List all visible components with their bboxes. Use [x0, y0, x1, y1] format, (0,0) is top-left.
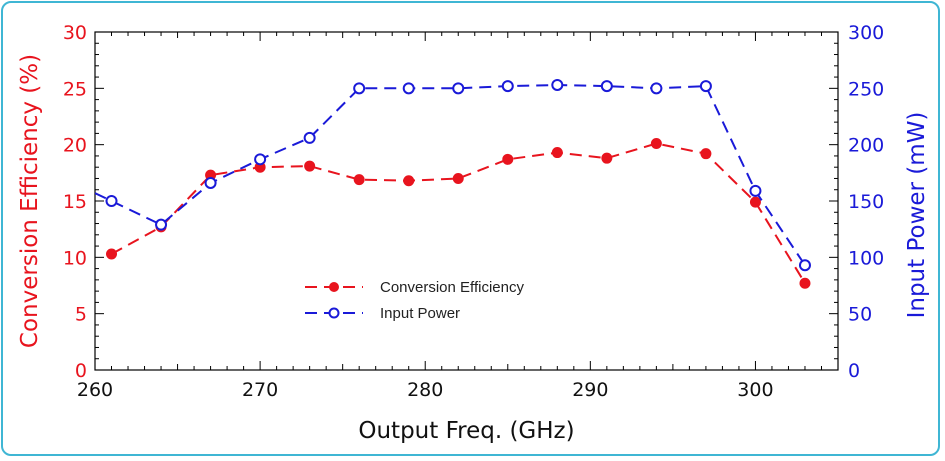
y-left-tick-label: 30: [63, 22, 87, 44]
data-point-input-power: [303, 131, 316, 144]
data-point-input-power: [105, 195, 118, 207]
legend-item-conversion-efficiency: Conversion Efficiency: [305, 279, 524, 296]
data-point-input-power: [749, 184, 762, 197]
y-left-tick-label: 20: [63, 135, 87, 157]
data-point-input-power: [452, 82, 465, 95]
data-point-conversion-efficiency: [403, 175, 415, 187]
data-point-input-power: [650, 82, 663, 95]
data-point-conversion-efficiency: [700, 148, 712, 160]
y-left-tick-label: 15: [63, 191, 87, 213]
data-point-conversion-efficiency: [749, 196, 761, 208]
axis-ticks: [94, 31, 839, 371]
series-line-conversion-efficiency: [111, 142, 806, 284]
y-left-tick-label: 0: [75, 360, 87, 382]
legend-marker: [328, 307, 340, 319]
x-tick-label: 280: [407, 379, 443, 401]
data-point-conversion-efficiency: [551, 147, 563, 159]
data-point-input-power: [155, 218, 168, 231]
legend: Conversion Efficiency Input Power: [305, 279, 524, 322]
legend-item-input-power: Input Power: [305, 305, 460, 322]
y-axis-right-title: Input Power (mW): [904, 112, 930, 319]
plot-area: [94, 31, 839, 371]
legend-label: Conversion Efficiency: [380, 279, 524, 296]
legend-marker: [329, 282, 339, 292]
series-conversion-efficiency: [106, 138, 811, 289]
axis-tick-labels: 260 270 280 290 3000510152025300501001502002…: [63, 22, 884, 401]
y-left-tick-label: 25: [63, 78, 87, 100]
data-point-input-power: [699, 80, 712, 93]
data-point-conversion-efficiency: [106, 248, 118, 260]
series-input-power: [95, 78, 811, 272]
y-right-tick-label: 0: [848, 360, 860, 382]
x-tick-label: 270: [242, 379, 278, 401]
y-right-tick-label: 50: [848, 304, 872, 326]
data-point-input-power: [551, 78, 564, 91]
data-point-input-power: [204, 176, 217, 189]
data-point-conversion-efficiency: [452, 172, 464, 184]
data-point-input-power: [353, 82, 366, 95]
x-tick-label: 290: [572, 379, 608, 401]
data-point-input-power: [798, 259, 811, 272]
y-axis-left-title: Conversion Efficiency (%): [17, 54, 43, 348]
series-line-input-power: [95, 83, 806, 266]
legend-label: Input Power: [380, 305, 460, 322]
series-layer: [95, 78, 811, 289]
y-right-tick-label: 150: [848, 191, 884, 213]
data-point-input-power: [501, 80, 514, 93]
data-point-conversion-efficiency: [799, 277, 811, 289]
y-right-tick-label: 100: [848, 247, 884, 269]
data-point-input-power: [254, 153, 267, 166]
y-right-tick-label: 200: [848, 135, 884, 157]
data-point-conversion-efficiency: [601, 152, 613, 164]
x-tick-label: 300: [737, 379, 773, 401]
data-point-conversion-efficiency: [650, 138, 662, 150]
data-point-conversion-efficiency: [353, 174, 365, 186]
data-point-input-power: [600, 80, 613, 93]
data-point-conversion-efficiency: [502, 153, 514, 165]
y-left-tick-label: 5: [75, 304, 87, 326]
y-left-tick-label: 10: [63, 247, 87, 269]
data-point-conversion-efficiency: [304, 160, 316, 172]
y-right-tick-label: 250: [848, 78, 884, 100]
x-tick-label: 260: [77, 379, 113, 401]
y-right-tick-label: 300: [848, 22, 884, 44]
data-point-input-power: [402, 82, 415, 95]
x-axis-title: Output Freq. (GHz): [358, 418, 574, 444]
